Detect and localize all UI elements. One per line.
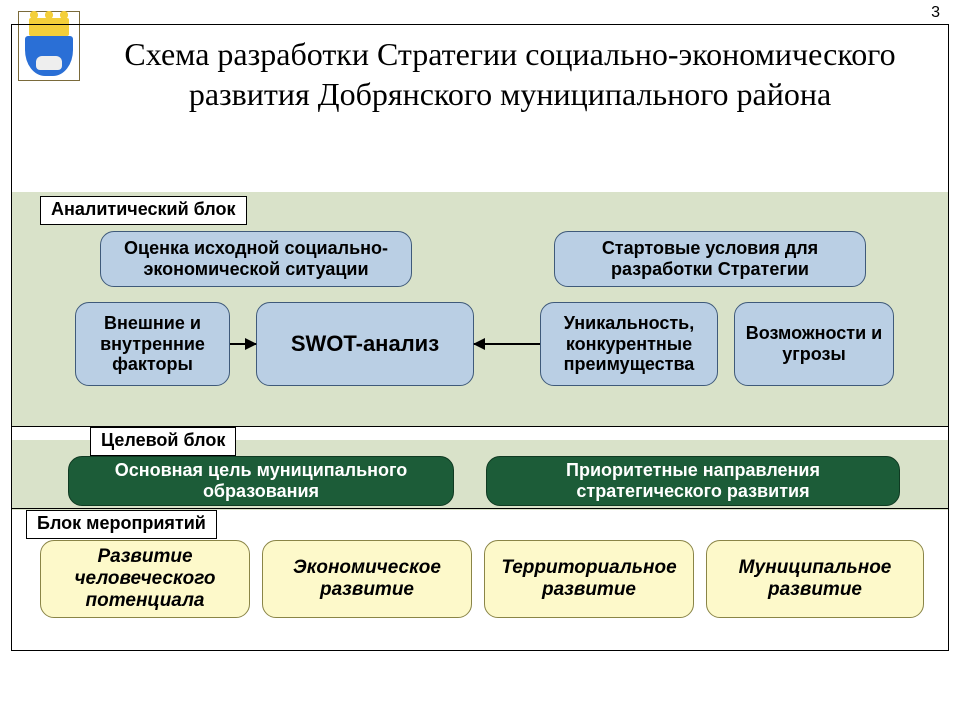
section-label-target: Целевой блок (90, 427, 236, 456)
section-label-actions: Блок мероприятий (26, 510, 217, 539)
box-main-goal: Основная цель муниципального образования (68, 456, 454, 506)
box-economic: Экономическое развитие (262, 540, 472, 618)
box-factors: Внешние и внутренние факторы (75, 302, 230, 386)
box-assessment: Оценка исходной социально-экономической … (100, 231, 412, 287)
box-priorities: Приоритетные направления стратегического… (486, 456, 900, 506)
box-territorial: Территориальное развитие (484, 540, 694, 618)
box-uniqueness: Уникальность, конкурентные преимущества (540, 302, 718, 386)
section-label-analytical: Аналитический блок (40, 196, 247, 225)
box-opportunities: Возможности и угрозы (734, 302, 894, 386)
box-human-potential: Развитие человеческого потенциала (40, 540, 250, 618)
arrow-left-icon (474, 343, 540, 345)
arrow-right-icon (230, 343, 256, 345)
page-title: Схема разработки Стратегии социально-эко… (100, 34, 920, 114)
divider-line (11, 508, 949, 509)
box-swot: SWOT-анализ (256, 302, 474, 386)
box-municipal: Муниципальное развитие (706, 540, 924, 618)
box-starting-conditions: Стартовые условия для разработки Стратег… (554, 231, 866, 287)
page: 3 Схема разработки Стратегии социально-э… (0, 0, 960, 720)
page-number: 3 (931, 4, 940, 22)
